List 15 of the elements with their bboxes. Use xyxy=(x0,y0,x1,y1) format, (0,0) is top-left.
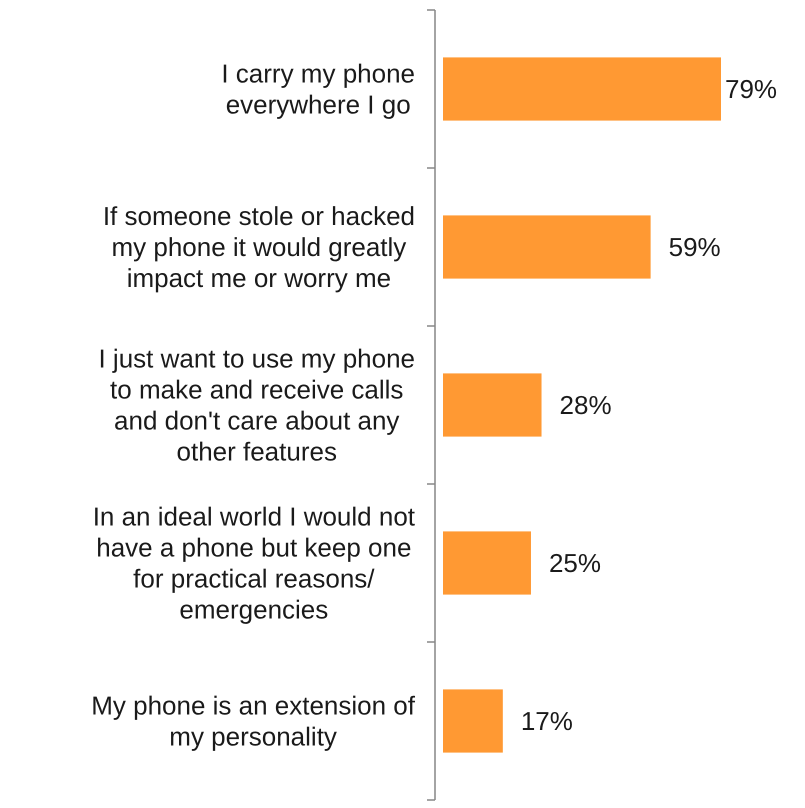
data-label: 25% xyxy=(548,548,602,578)
data-label: 17% xyxy=(520,706,573,736)
data-label: 59% xyxy=(668,232,721,262)
data-label: 28% xyxy=(560,390,612,420)
y-tick-label: In an ideal world I would not have a phone but keep one for practical reasons/ emergencies xyxy=(92,502,416,624)
bar xyxy=(443,689,503,753)
y-tick-label: My phone is an extension of my personality xyxy=(91,690,416,752)
y-tick-label: If someone stole or hacked my phone it would greatly impact me or worry me xyxy=(102,201,416,293)
y-tick-label: I carry my phone everywhere I go xyxy=(221,58,416,120)
data-label: 79% xyxy=(725,74,778,104)
bar xyxy=(443,531,531,595)
y-tick-label: I just want to use my phone to make and receive calls and don't care about any other features xyxy=(98,344,416,466)
bar xyxy=(443,215,651,279)
bar xyxy=(443,57,721,121)
bar xyxy=(443,373,542,437)
